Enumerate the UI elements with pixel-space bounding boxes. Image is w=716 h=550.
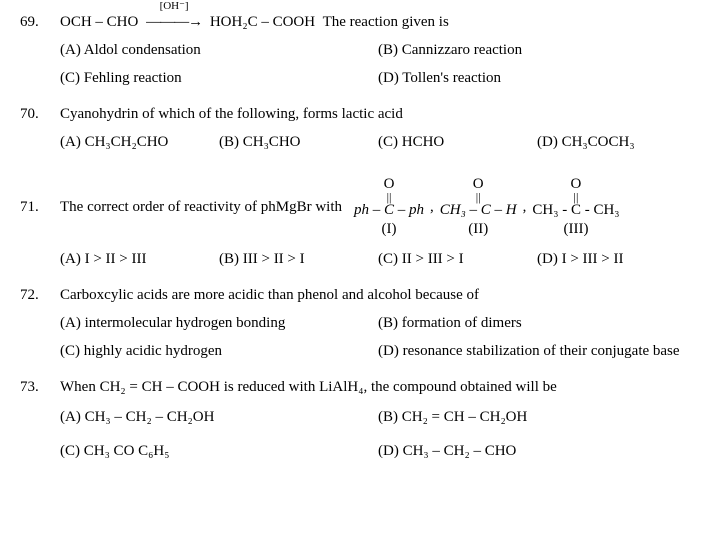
q70-option-a: (A) CH₃CH₂CHO <box>60 130 219 154</box>
q71-options: (A) I > II > III (B) III > II > I (C) II… <box>60 247 696 275</box>
q72-option-a: (A) intermolecular hydrogen bonding <box>60 311 378 335</box>
q71-option-c: (C) II > III > I <box>378 247 537 271</box>
q69-options: (A) Aldol condensation (B) Cannizzaro re… <box>60 38 696 94</box>
q73-stem-pre: When <box>60 379 100 395</box>
question-69: 69. OCH – CHO [OH⁻] ———→ HOH₂C – COOH Th… <box>20 10 696 94</box>
q72-number: 72. <box>20 283 60 307</box>
q73-option-c: (C) CH₃ CO C₆H₅ <box>60 439 378 463</box>
q70-stem-line: 70. Cyanohydrin of which of the followin… <box>20 102 696 126</box>
question-73: 73. When CH₂ = CH – COOH is reduced with… <box>20 375 696 467</box>
q69-arrow-top: [OH⁻] <box>160 0 189 16</box>
q71-comma1: , <box>430 195 434 237</box>
q71-compound-2: O || CH₃ – C – H (II) <box>440 176 517 237</box>
double-bond-icon: || <box>387 193 392 203</box>
q73-options: (A) CH₃ – CH₂ – CH₂OH (B) CH₂ = CH – CH₂… <box>60 405 696 467</box>
q70-option-b: (B) CH₃CHO <box>219 130 378 154</box>
q70-stem: Cyanohydrin of which of the following, f… <box>60 102 696 126</box>
q71-stem: The correct order of reactivity of phMgB… <box>60 195 342 237</box>
q70-options: (A) CH₃CH₂CHO (B) CH₃CHO (C) HCHO (D) CH… <box>60 130 696 158</box>
q69-lhs: OCH – CHO <box>60 14 138 30</box>
question-71: 71. The correct order of reactivity of p… <box>20 176 696 275</box>
q71-number: 71. <box>20 195 60 237</box>
q69-option-a: (A) Aldol condensation <box>60 38 378 62</box>
q71-c2-label: (II) <box>468 221 488 238</box>
q69-option-d: (D) Tollen's reaction <box>378 66 696 90</box>
question-72: 72. Carboxcylic acids are more acidic th… <box>20 283 696 367</box>
question-70: 70. Cyanohydrin of which of the followin… <box>20 102 696 158</box>
q69-rhs: HOH₂C – COOH <box>210 14 315 30</box>
q71-c1-label: (I) <box>381 221 396 238</box>
q70-number: 70. <box>20 102 60 126</box>
q72-options: (A) intermolecular hydrogen bonding (B) … <box>60 311 696 367</box>
q72-option-b: (B) formation of dimers <box>378 311 696 335</box>
q70-option-c: (C) HCHO <box>378 130 537 154</box>
q71-option-d: (D) I > III > II <box>537 247 696 271</box>
double-bond-icon: || <box>574 193 579 203</box>
q71-option-a: (A) I > II > III <box>60 247 219 271</box>
q71-c1-main: ph – C – ph <box>354 202 424 219</box>
q69-tail: The reaction given is <box>323 14 449 30</box>
double-bond-icon: || <box>476 193 481 203</box>
q71-comma2: , <box>523 195 527 237</box>
arrow-glyph: ———→ <box>146 14 202 30</box>
q69-option-c: (C) Fehling reaction <box>60 66 378 90</box>
q73-number: 73. <box>20 375 60 399</box>
q73-option-d: (D) CH₃ – CH₂ – CHO <box>378 439 696 463</box>
q72-option-c: (C) highly acidic hydrogen <box>60 339 378 363</box>
q69-option-b: (B) Cannizzaro reaction <box>378 38 696 62</box>
q72-stem: Carboxcylic acids are more acidic than p… <box>60 283 696 307</box>
q73-stem-formula: CH₂ = CH – COOH <box>100 379 220 395</box>
q71-stem-row: 71. The correct order of reactivity of p… <box>20 176 696 237</box>
q73-stem-post: is reduced with LiAlH₄, the compound obt… <box>224 379 557 395</box>
q69-stem-line: 69. OCH – CHO [OH⁻] ———→ HOH₂C – COOH Th… <box>20 10 696 34</box>
q70-option-d: (D) CH₃COCH₃ <box>537 130 696 154</box>
q73-stem: When CH₂ = CH – COOH is reduced with LiA… <box>60 375 696 399</box>
q71-compound-1: O || ph – C – ph (I) <box>354 176 424 237</box>
q71-option-b: (B) III > II > I <box>219 247 378 271</box>
q69-arrow: [OH⁻] ———→ <box>146 10 202 34</box>
q69-stem: OCH – CHO [OH⁻] ———→ HOH₂C – COOH The re… <box>60 10 696 34</box>
q73-option-b: (B) CH₂ = CH – CH₂OH <box>378 405 696 429</box>
q71-compound-3: O || CH₃ - C - CH₃ (III) <box>532 176 619 237</box>
q72-stem-line: 72. Carboxcylic acids are more acidic th… <box>20 283 696 307</box>
q71-c2-main: CH₃ – C – H <box>440 202 517 219</box>
q73-stem-line: 73. When CH₂ = CH – COOH is reduced with… <box>20 375 696 399</box>
q71-c3-label: (III) <box>563 221 588 238</box>
q69-number: 69. <box>20 10 60 34</box>
q71-c3-main: CH₃ - C - CH₃ <box>532 202 619 219</box>
q72-option-d: (D) resonance stabilization of their con… <box>378 339 696 363</box>
q73-option-a: (A) CH₃ – CH₂ – CH₂OH <box>60 405 378 429</box>
